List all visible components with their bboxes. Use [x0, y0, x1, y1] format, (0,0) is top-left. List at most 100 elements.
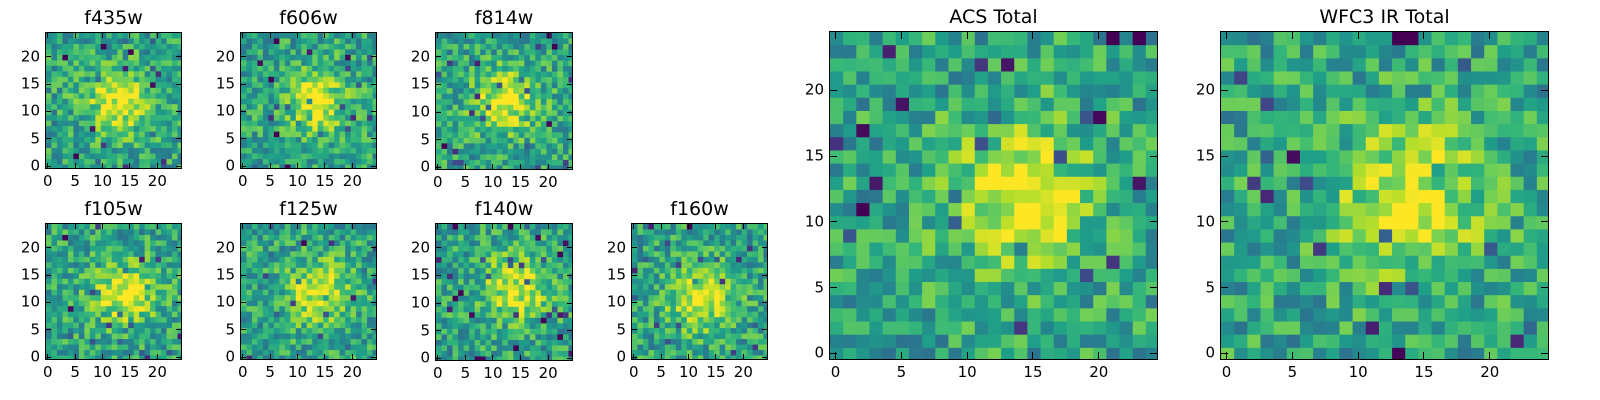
x-tick-mark	[129, 163, 131, 169]
heatmap-cell	[67, 256, 74, 263]
heatmap-cell	[317, 76, 324, 83]
heatmap-cell	[367, 339, 374, 346]
heatmap-cell	[62, 229, 69, 236]
heatmap-cell	[452, 229, 459, 236]
heatmap-cell	[529, 317, 536, 324]
heatmap-cell	[84, 54, 91, 61]
heatmap-cell	[441, 148, 448, 156]
heatmap-cell	[251, 126, 259, 133]
heatmap-cell	[323, 256, 330, 263]
heatmap-cell	[725, 234, 732, 242]
heatmap-cell	[117, 65, 124, 72]
heatmap-cell	[284, 355, 291, 359]
heatmap-cell	[436, 345, 443, 352]
heatmap-cell	[463, 246, 470, 253]
heatmap-cell	[345, 333, 352, 340]
heatmap-cell	[895, 163, 910, 178]
heatmap-cell	[535, 126, 542, 133]
heatmap-cell	[111, 65, 118, 72]
heatmap-cell	[485, 306, 492, 313]
heatmap-cell	[100, 284, 107, 291]
heatmap-cell	[708, 245, 715, 252]
heatmap-cell	[257, 278, 264, 285]
heatmap-cell	[452, 99, 459, 106]
heatmap-cell	[161, 289, 168, 296]
heatmap-cell	[128, 295, 135, 302]
y-tick-mark	[45, 165, 51, 167]
heatmap-cell	[491, 66, 498, 73]
heatmap-cell	[73, 38, 80, 45]
heatmap-cell	[1106, 137, 1121, 152]
heatmap-cell	[496, 71, 503, 78]
heatmap-cell	[150, 65, 157, 72]
y-tick-mark	[762, 301, 768, 303]
heatmap-cell	[284, 234, 291, 242]
heatmap-cell	[485, 273, 492, 280]
y-tick-label: 5	[420, 321, 430, 340]
heatmap-cell	[51, 148, 58, 155]
heatmap-cell	[317, 54, 324, 61]
heatmap-cell	[323, 60, 330, 67]
heatmap-cell	[496, 148, 503, 156]
heatmap-cell	[692, 350, 699, 357]
heatmap-cell	[56, 355, 64, 359]
heatmap-cell	[301, 350, 308, 357]
heatmap-cell	[84, 120, 91, 127]
heatmap-cell	[653, 333, 660, 340]
heatmap-cell	[334, 164, 341, 168]
heatmap-cell	[361, 267, 368, 274]
heatmap-cell	[257, 339, 264, 346]
heatmap-cell	[301, 159, 308, 166]
heatmap-cell	[122, 300, 129, 307]
heatmap-cell	[51, 234, 58, 242]
heatmap-cell	[246, 87, 253, 94]
heatmap-cell	[67, 65, 74, 72]
heatmap-cell	[295, 295, 302, 302]
heatmap-cell	[73, 306, 80, 313]
heatmap-cell	[474, 290, 481, 297]
heatmap-cell	[758, 240, 765, 247]
heatmap-cell	[568, 60, 572, 67]
heatmap-cell	[1080, 124, 1094, 138]
heatmap-cell	[518, 334, 525, 341]
heatmap-cell	[301, 54, 308, 61]
heatmap-cell	[518, 262, 525, 269]
heatmap-cell	[513, 334, 520, 341]
heatmap-cell	[111, 148, 118, 155]
x-tick-mark	[74, 223, 76, 229]
heatmap-cell	[257, 159, 264, 166]
heatmap-cell	[95, 104, 102, 111]
heatmap-cell	[84, 76, 91, 83]
heatmap-cell	[463, 306, 470, 313]
heatmap-cell	[334, 82, 341, 89]
heatmap-cell	[741, 350, 748, 357]
heatmap-cell	[241, 109, 248, 116]
heatmap-cell	[551, 93, 559, 100]
heatmap-cell	[350, 148, 357, 155]
heatmap-cell	[452, 104, 459, 111]
heatmap-cell	[128, 267, 135, 274]
heatmap-cell	[1119, 189, 1134, 204]
heatmap-cell	[703, 278, 710, 285]
x-tick-mark	[129, 223, 131, 229]
heatmap-cell	[961, 203, 976, 217]
heatmap-cell	[361, 311, 368, 318]
heatmap-cell	[496, 159, 503, 167]
heatmap-cell	[1014, 97, 1028, 112]
heatmap-cell	[675, 306, 682, 313]
heatmap-cell	[637, 311, 644, 318]
heatmap-cell	[664, 311, 671, 318]
heatmap-cell	[557, 159, 564, 167]
heatmap-cell	[458, 345, 465, 352]
heatmap-cell	[632, 322, 639, 329]
heatmap-cell	[350, 71, 357, 78]
heatmap-cell	[345, 317, 352, 324]
heatmap-cell	[133, 322, 140, 329]
heatmap-cell	[480, 38, 487, 45]
heatmap-cell	[675, 234, 682, 242]
heatmap-cell	[306, 33, 313, 40]
heatmap-cell	[637, 245, 644, 252]
heatmap-cell	[95, 251, 102, 258]
heatmap-cell	[692, 251, 699, 258]
heatmap-cell	[84, 65, 91, 72]
